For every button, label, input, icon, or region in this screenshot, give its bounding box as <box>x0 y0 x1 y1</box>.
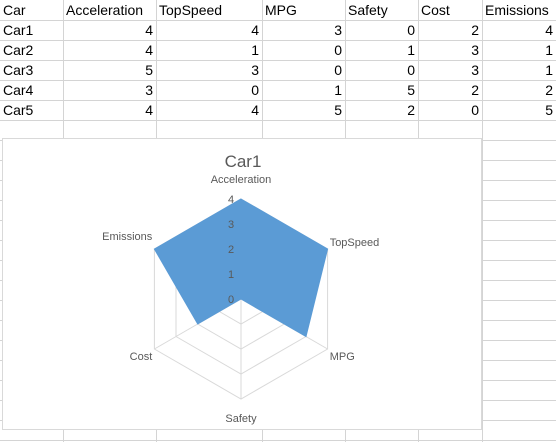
value-cell[interactable]: 3 <box>471 42 479 58</box>
row-label-cell[interactable]: Car3 <box>3 62 34 78</box>
radar-category-label-emissions: Emissions <box>102 231 153 243</box>
row-label-cell[interactable]: Car2 <box>3 42 34 58</box>
value-cell[interactable]: 5 <box>545 102 553 118</box>
header-cell-safety[interactable]: Safety <box>348 2 388 18</box>
value-cell[interactable]: 5 <box>145 62 153 78</box>
header-cell-emissions[interactable]: Emissions <box>485 2 549 18</box>
value-cell[interactable]: 0 <box>334 62 342 78</box>
value-cell[interactable]: 3 <box>334 22 342 38</box>
chart-title: Car1 <box>225 152 262 171</box>
value-cell[interactable]: 3 <box>471 62 479 78</box>
header-cell-cost[interactable]: Cost <box>421 2 450 18</box>
row-label-cell[interactable]: Car1 <box>3 22 34 38</box>
value-cell[interactable]: 1 <box>545 62 553 78</box>
value-cell[interactable]: 0 <box>251 82 259 98</box>
radar-category-label-cost: Cost <box>130 351 153 363</box>
value-cell[interactable]: 4 <box>251 102 259 118</box>
value-cell[interactable]: 1 <box>545 42 553 58</box>
radar-category-label-acceleration: Acceleration <box>211 174 272 186</box>
header-cell-mpg[interactable]: MPG <box>265 2 297 18</box>
radar-tick-label: 4 <box>228 194 234 206</box>
header-cell-topspeed[interactable]: TopSpeed <box>159 2 223 18</box>
value-cell[interactable]: 4 <box>145 102 153 118</box>
radar-category-label-topspeed: TopSpeed <box>330 237 380 249</box>
value-cell[interactable]: 5 <box>334 102 342 118</box>
value-cell[interactable]: 2 <box>471 22 479 38</box>
radar-chart-canvas: 0 1 2 3 4 Acceleration TopSpeed MPG Safety Cost E… <box>102 152 379 425</box>
value-cell[interactable]: 4 <box>145 42 153 58</box>
value-cell[interactable]: 4 <box>545 22 553 38</box>
value-cell[interactable]: 4 <box>145 22 153 38</box>
value-cell[interactable]: 1 <box>334 82 342 98</box>
value-cell[interactable]: 0 <box>334 42 342 58</box>
value-cell[interactable]: 2 <box>545 82 553 98</box>
value-cell[interactable]: 2 <box>471 82 479 98</box>
value-cell[interactable]: 3 <box>251 62 259 78</box>
radar-series-area[interactable] <box>153 198 329 338</box>
value-cell[interactable]: 1 <box>251 42 259 58</box>
value-cell[interactable]: 5 <box>407 82 415 98</box>
radar-tick-label: 2 <box>228 244 234 256</box>
value-cell[interactable]: 0 <box>471 102 479 118</box>
radar-series <box>153 198 329 338</box>
header-cell-car[interactable]: Car <box>3 2 26 18</box>
value-cell[interactable]: 0 <box>407 22 415 38</box>
radar-tick-label: 0 <box>228 294 234 306</box>
header-cell-acceleration[interactable]: Acceleration <box>66 2 144 18</box>
row-label-cell[interactable]: Car5 <box>3 102 34 118</box>
radar-tick-labels: 0 1 2 3 4 <box>228 194 234 306</box>
value-cell[interactable]: 2 <box>407 102 415 118</box>
radar-category-label-mpg: MPG <box>330 351 355 363</box>
radar-tick-label: 3 <box>228 219 234 231</box>
radar-chart[interactable]: 0 1 2 3 4 Acceleration TopSpeed MPG Safety Cost E… <box>2 138 482 430</box>
row-label-cell[interactable]: Car4 <box>3 82 34 98</box>
value-cell[interactable]: 4 <box>251 22 259 38</box>
radar-category-labels: Acceleration TopSpeed MPG Safety Cost Emissio… <box>102 174 379 425</box>
radar-tick-label: 1 <box>228 269 234 281</box>
value-cell[interactable]: 0 <box>407 62 415 78</box>
radar-category-label-safety: Safety <box>225 413 257 425</box>
value-cell[interactable]: 3 <box>145 82 153 98</box>
value-cell[interactable]: 1 <box>407 42 415 58</box>
